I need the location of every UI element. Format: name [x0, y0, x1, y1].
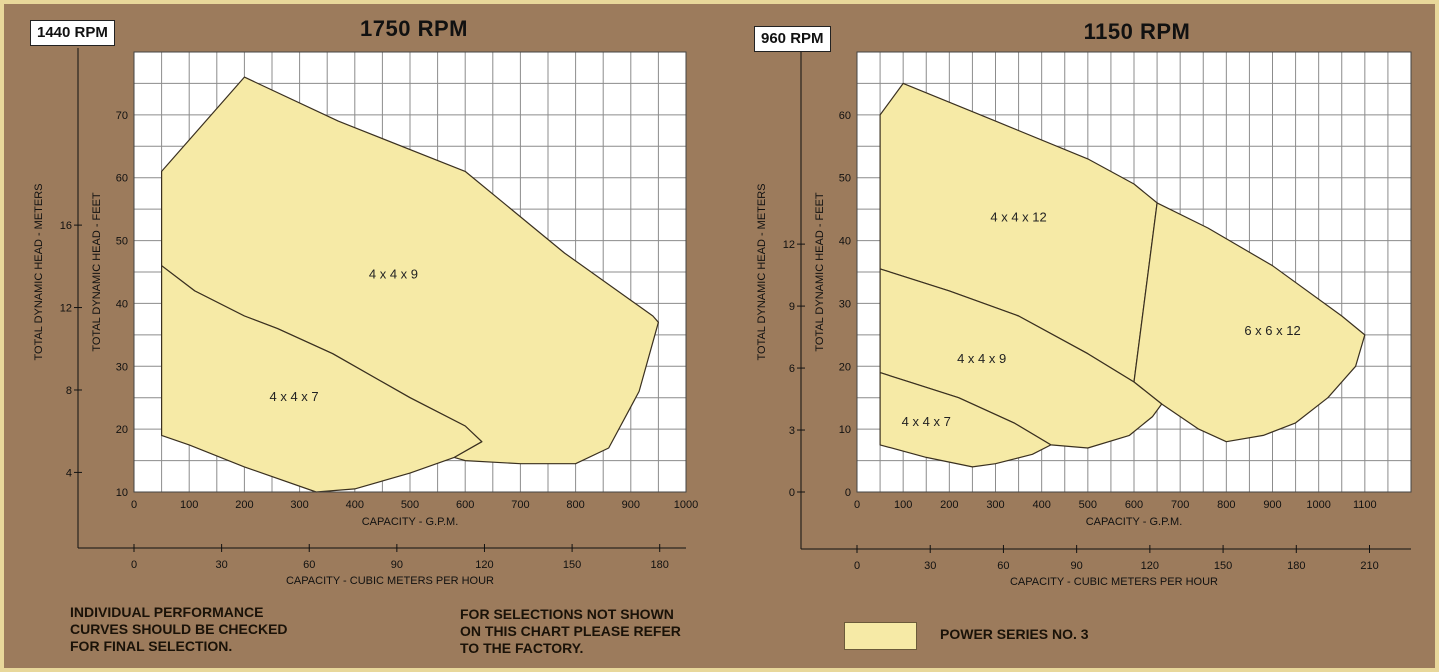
note-middle: FOR SELECTIONS NOT SHOWN ON THIS CHART P…	[460, 606, 681, 656]
x-tick-l-5: 500	[401, 499, 419, 511]
m-axis-label-r: TOTAL DYNAMIC HEAD - METERS	[756, 183, 768, 360]
region-r-1	[1133, 202, 1366, 443]
plot-border-l	[133, 51, 687, 493]
cmh-tick-r-0: 0	[854, 560, 860, 572]
x-tick-l-3: 300	[290, 499, 308, 511]
cmh-tick-r-6: 180	[1287, 560, 1305, 572]
cmh-tick-r-4: 120	[1141, 560, 1159, 572]
region-r-3	[879, 372, 1052, 468]
region-l-1	[161, 265, 483, 493]
cmh-tick-r-3: 90	[1071, 560, 1083, 572]
note-left: INDIVIDUAL PERFORMANCE CURVES SHOULD BE …	[70, 604, 288, 654]
x-tick-r-9: 900	[1263, 499, 1281, 511]
m-axis-label-l: TOTAL DYNAMIC HEAD - METERS	[33, 183, 45, 360]
cmh-tick-l-1: 30	[215, 559, 227, 571]
region-label-r-3: 4 x 4 x 7	[902, 414, 951, 429]
y-tick-l-6: 70	[116, 110, 128, 122]
m-tick-l-1: 8	[66, 385, 72, 397]
y-tick-l-1: 20	[116, 424, 128, 436]
cmh-tick-r-5: 150	[1214, 560, 1232, 572]
x-tick-r-8: 800	[1217, 499, 1235, 511]
legend-label: POWER SERIES NO. 3	[940, 626, 1089, 642]
cmh-tick-l-0: 0	[131, 559, 137, 571]
x-tick-r-10: 1000	[1306, 499, 1330, 511]
chart-title-left: 1750 RPM	[360, 16, 468, 41]
m-tick-r-3: 9	[789, 301, 795, 313]
cmh-tick-r-1: 30	[924, 560, 936, 572]
y-axis-label-l: TOTAL DYNAMIC HEAD - FEET	[91, 192, 103, 352]
cmh-tick-l-4: 120	[475, 559, 493, 571]
x-tick-l-7: 700	[511, 499, 529, 511]
region-label-r-2: 4 x 4 x 9	[957, 351, 1006, 366]
x-tick-r-7: 700	[1171, 499, 1189, 511]
x-tick-r-1: 100	[894, 499, 912, 511]
alt-rpm-left: 1440 RPM	[30, 20, 115, 46]
y-tick-r-1: 10	[839, 424, 851, 436]
y-tick-r-4: 40	[839, 236, 851, 248]
m-tick-l-0: 4	[66, 467, 72, 479]
x-tick-r-2: 200	[940, 499, 958, 511]
y-tick-r-0: 0	[845, 487, 851, 499]
y-tick-l-3: 40	[116, 298, 128, 310]
cmh-tick-r-2: 60	[997, 560, 1009, 572]
y-tick-l-4: 50	[116, 236, 128, 248]
region-label-r-1: 6 x 6 x 12	[1244, 323, 1300, 338]
x-tick-l-6: 600	[456, 499, 474, 511]
y-tick-l-2: 30	[116, 361, 128, 373]
y-tick-r-5: 50	[839, 173, 851, 185]
region-label-l-0: 4 x 4 x 9	[369, 266, 418, 281]
cmh-tick-l-5: 150	[563, 559, 581, 571]
m-tick-r-2: 6	[789, 363, 795, 375]
x-tick-r-0: 0	[854, 499, 860, 511]
plot-border-r	[856, 51, 1412, 493]
x-tick-l-1: 100	[180, 499, 198, 511]
x-tick-r-11: 1100	[1353, 499, 1377, 511]
y-tick-r-6: 60	[839, 110, 851, 122]
x-tick-l-10: 1000	[674, 499, 698, 511]
chart-title-right: 1150 RPM	[1083, 19, 1191, 44]
x-tick-r-6: 600	[1125, 499, 1143, 511]
x-tick-r-4: 400	[1032, 499, 1050, 511]
x-tick-l-2: 200	[235, 499, 253, 511]
x-tick-l-8: 800	[566, 499, 584, 511]
y-tick-r-2: 20	[839, 361, 851, 373]
m-tick-l-3: 16	[60, 220, 72, 232]
cmh-tick-l-3: 90	[391, 559, 403, 571]
x-tick-l-0: 0	[131, 499, 137, 511]
x-tick-r-3: 300	[986, 499, 1004, 511]
y-tick-l-0: 10	[116, 487, 128, 499]
x-tick-l-4: 400	[346, 499, 364, 511]
charts-svg: 4 x 4 x 94 x 4 x 70 100 200 300 400 500 600 700…	[33, 48, 1412, 588]
region-label-r-0: 4 x 4 x 12	[990, 210, 1046, 225]
m-tick-r-0: 0	[789, 487, 795, 499]
cmh-axis-label-l: CAPACITY - CUBIC METERS PER HOUR	[286, 575, 494, 587]
x-tick-l-9: 900	[622, 499, 640, 511]
m-tick-r-4: 12	[783, 239, 795, 251]
cmh-axis-label-r: CAPACITY - CUBIC METERS PER HOUR	[1010, 576, 1218, 588]
x-axis-label-r: CAPACITY - G.P.M.	[1086, 516, 1183, 528]
x-axis-label-l: CAPACITY - G.P.M.	[362, 516, 459, 528]
cmh-tick-r-7: 210	[1360, 560, 1378, 572]
alt-rpm-right: 960 RPM	[754, 26, 831, 52]
y-tick-l-5: 60	[116, 173, 128, 185]
cmh-tick-l-6: 180	[651, 559, 669, 571]
y-axis-label-r: TOTAL DYNAMIC HEAD - FEET	[814, 192, 826, 352]
region-label-l-1: 4 x 4 x 7	[270, 389, 319, 404]
cmh-tick-l-2: 60	[303, 559, 315, 571]
y-tick-r-3: 30	[839, 298, 851, 310]
m-tick-l-2: 12	[60, 303, 72, 315]
m-tick-r-1: 3	[789, 425, 795, 437]
x-tick-r-5: 500	[1079, 499, 1097, 511]
legend-swatch	[844, 622, 917, 650]
